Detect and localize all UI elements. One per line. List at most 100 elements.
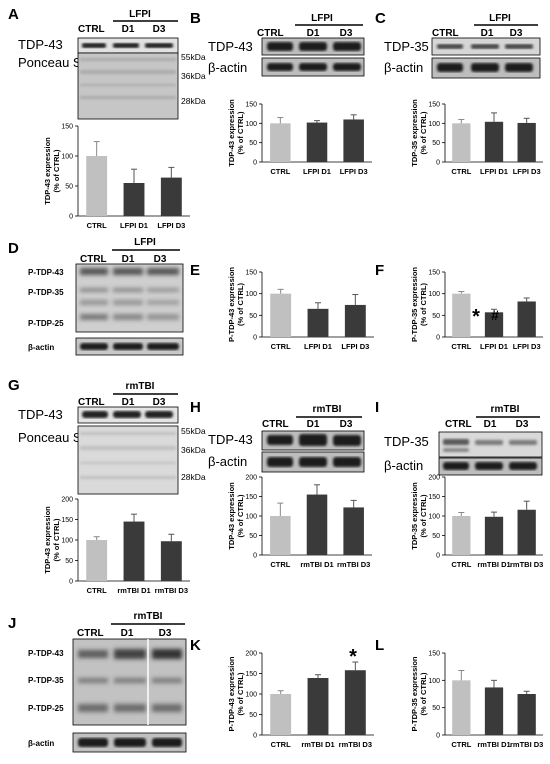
chart-b: 0 50 100 150 CTRL LFPI D1 LFPI D3 TDP-43 expres… (227, 99, 372, 176)
header-d3: D3 (340, 419, 353, 430)
y-tick-label: 100 (245, 291, 257, 298)
header-d3: D3 (154, 254, 167, 265)
y-axis-label: P-TDP-43 expression(% of CTRL) (227, 656, 245, 731)
y-tick-label: 150 (428, 102, 440, 109)
y-axis-label: TDP-43 expression(% of CTRL) (43, 137, 61, 205)
bar (307, 678, 329, 735)
chart-k: 0 50 100 150 200 CTRL rmTBI D1 rmTBI D3 P-TDP-43… (227, 651, 374, 749)
y-tick-label: 0 (253, 335, 257, 342)
bar (343, 507, 364, 555)
blot-a: CTRL LFPI D1 D3 TDP-43 Ponceau S 55kDa 3… (18, 9, 206, 120)
loading-label: β-actin (208, 60, 247, 75)
x-tick-label: CTRL (451, 167, 471, 176)
x-tick-label: rmTBI D3 (337, 560, 370, 569)
y-tick-label: 0 (253, 733, 257, 740)
y-tick-label: 100 (428, 514, 440, 521)
x-tick-label: rmTBI D3 (339, 740, 372, 749)
header-ctrl: CTRL (262, 419, 289, 430)
bar (306, 122, 328, 162)
panel-label-e: E (190, 262, 200, 279)
mw-36: 36kDa (181, 71, 206, 81)
header-d3: D3 (159, 628, 172, 639)
x-tick-label: LFPI D1 (480, 167, 508, 176)
bar (123, 183, 145, 216)
x-tick-label: rmTBI D1 (117, 586, 150, 595)
y-tick-label: 200 (61, 497, 73, 504)
panel-label-l: L (375, 637, 384, 654)
blot-b: CTRL LFPI D1 D3 TDP-43 β-actin (208, 13, 365, 77)
ptdp35-label: P-TDP-35 (28, 288, 64, 297)
bar (452, 516, 471, 555)
chart-c: 0 50 100 150 CTRL LFPI D1 LFPI D3 TDP-35 expres… (410, 99, 543, 176)
header-d1: D1 (307, 419, 320, 430)
protein-label: TDP-43 (18, 37, 63, 52)
y-tick-label: 100 (245, 121, 257, 128)
bar (484, 121, 504, 162)
bar (270, 516, 291, 555)
y-axis-label: TDP-43 expression(% of CTRL) (227, 99, 245, 167)
loading-label: β-actin (384, 60, 423, 75)
loading-label: β-actin (28, 739, 54, 748)
header-group: LFPI (134, 237, 156, 248)
ptdp25-label: P-TDP-25 (28, 704, 64, 713)
y-tick-label: 50 (432, 533, 440, 540)
header-group: rmTBI (313, 404, 342, 415)
y-tick-label: 150 (245, 494, 257, 501)
blot-d: CTRL LFPI D1 D3 P-TDP-43 P-TDP-35 P-TDP-… (28, 237, 184, 356)
y-tick-label: 50 (432, 313, 440, 320)
y-tick-label: 0 (253, 553, 257, 560)
significance-star-f: * (472, 306, 480, 328)
header-d1: D1 (481, 28, 494, 39)
header-group: LFPI (129, 9, 151, 20)
y-tick-label: 50 (432, 140, 440, 147)
chart-g: 0 50 100 150 200 CTRL rmTBI D1 rmTBI D3 TDP-43 e… (43, 497, 190, 595)
y-axis-label: TDP-43 expression(% of CTRL) (227, 482, 245, 550)
x-tick-label: rmTBI D1 (301, 740, 334, 749)
y-axis-label: P-TDP-43 expression(% of CTRL) (227, 267, 245, 342)
bar (517, 122, 536, 162)
y-axis-label: P-TDP-35 expression(% of CTRL) (410, 267, 428, 342)
header-d3: D3 (153, 24, 166, 35)
header-group: LFPI (311, 13, 333, 24)
panel-label-b: B (190, 10, 201, 27)
panel-label-k: K (190, 637, 201, 654)
loading-label: β-actin (28, 343, 54, 352)
x-tick-label: CTRL (451, 342, 471, 351)
chart-f: 0 50 100 150 CTRL LFPI D1 LFPI D3 P-TDP-35 expr… (410, 267, 543, 351)
y-tick-label: 150 (428, 651, 440, 658)
y-tick-label: 0 (436, 335, 440, 342)
x-tick-label: LFPI D1 (480, 342, 508, 351)
header-ctrl: CTRL (77, 628, 104, 639)
x-tick-label: rmTBI D3 (155, 586, 188, 595)
blot-h: CTRL rmTBI D1 D3 TDP-43 β-actin (208, 404, 365, 473)
loading-label: Ponceau S (18, 430, 82, 445)
panel-label-i: I (375, 399, 379, 416)
significance-hash-f: # (491, 307, 499, 323)
y-tick-label: 150 (245, 102, 257, 109)
blot-j: CTRL rmTBI D1 D3 P-TDP-43 P-TDP-35 P-TDP… (28, 611, 187, 753)
bar (86, 156, 108, 216)
y-tick-label: 100 (61, 154, 73, 161)
x-tick-label: LFPI D3 (157, 221, 185, 230)
chart-h: 0 50 100 150 200 CTRL rmTBI D1 rmTBI D3 TDP-43 e… (227, 475, 372, 569)
bar (160, 541, 182, 581)
y-tick-label: 200 (245, 651, 257, 658)
x-tick-label: rmTBI D1 (477, 560, 510, 569)
x-tick-label: CTRL (271, 740, 291, 749)
panel-label-g: G (8, 377, 20, 394)
y-tick-label: 0 (69, 214, 73, 221)
bar (86, 540, 108, 581)
x-tick-label: rmTBI D1 (300, 560, 333, 569)
y-tick-label: 50 (249, 533, 257, 540)
y-tick-label: 0 (253, 160, 257, 167)
mw-28: 28kDa (181, 96, 206, 106)
bar (270, 123, 291, 162)
y-tick-label: 150 (245, 270, 257, 277)
bar (123, 521, 145, 581)
ptdp43-label: P-TDP-43 (28, 268, 64, 277)
mw-55: 55kDa (181, 426, 206, 436)
y-tick-label: 50 (249, 140, 257, 147)
y-tick-label: 0 (436, 160, 440, 167)
y-tick-label: 50 (65, 558, 73, 565)
protein-label: TDP-43 (208, 432, 253, 447)
